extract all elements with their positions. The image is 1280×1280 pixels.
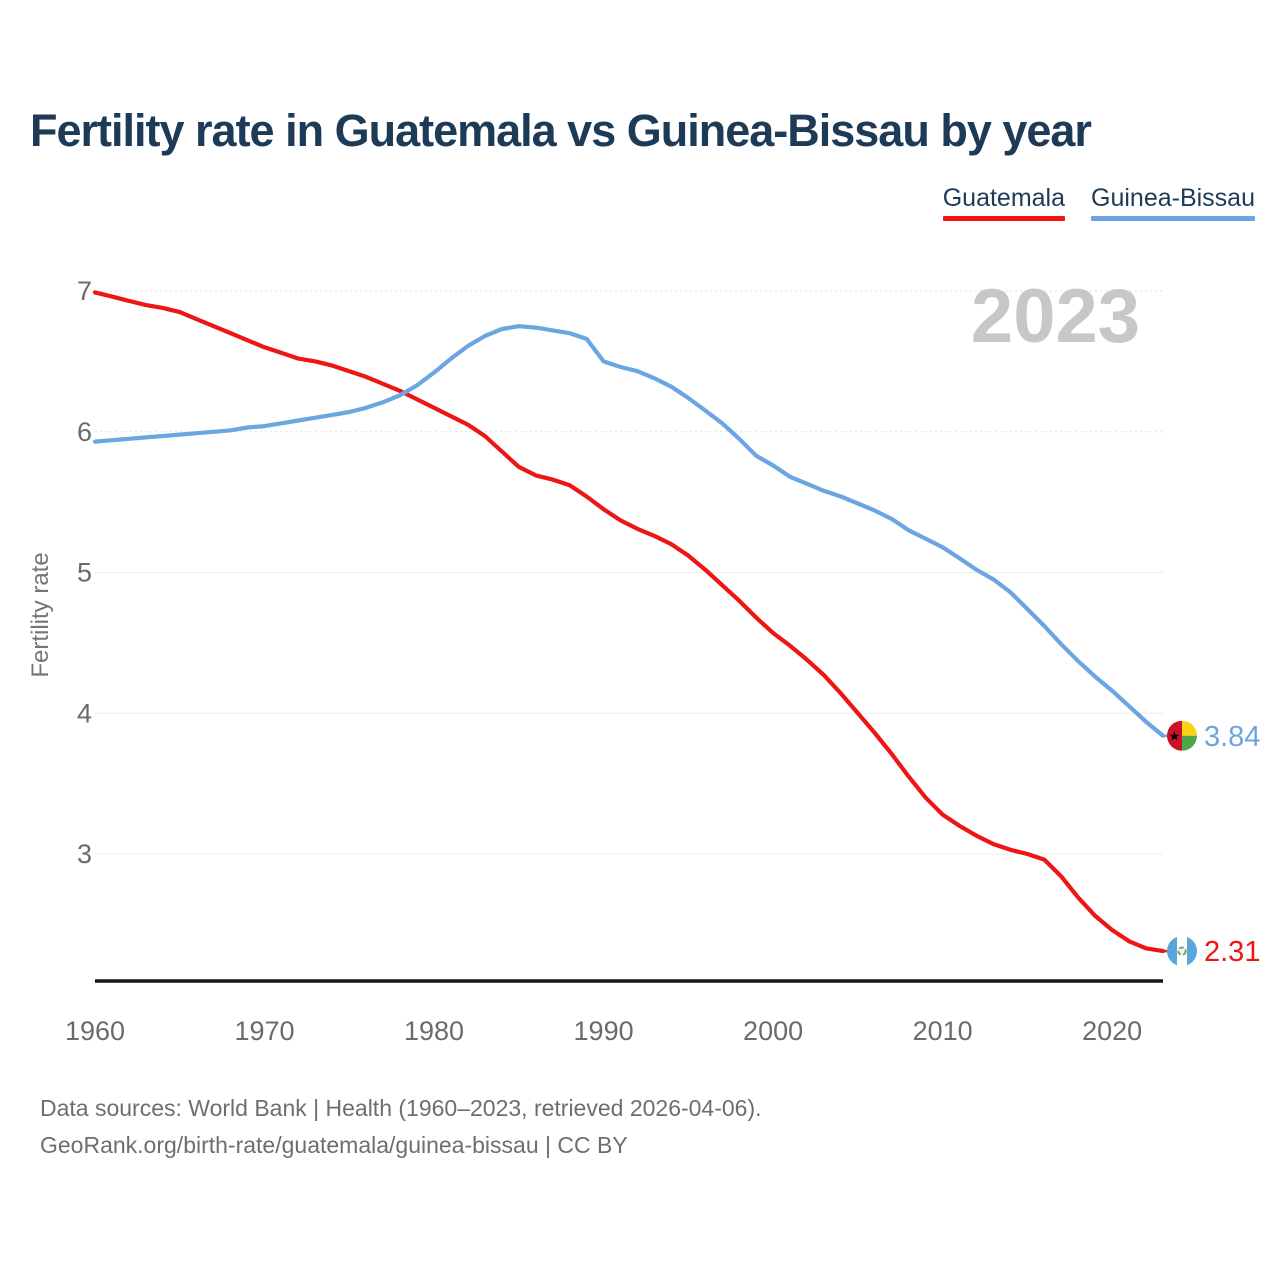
end-value-label-guinea-bissau: 3.84 [1204, 721, 1260, 753]
legend-item-guinea-bissau[interactable]: Guinea-Bissau [1091, 184, 1255, 221]
x-tick-label-1980: 1980 [404, 1016, 464, 1046]
x-tick-label-1960: 1960 [65, 1016, 125, 1046]
legend-label-guatemala: Guatemala [942, 184, 1066, 212]
legend-swatch-guatemala [942, 216, 1066, 221]
legend-swatch-guinea-bissau [1091, 216, 1255, 221]
y-tick-label-4: 4 [77, 698, 92, 728]
y-tick-label-3: 3 [77, 839, 92, 869]
x-tick-label-1990: 1990 [574, 1016, 634, 1046]
series-line-guatemala[interactable] [92, 290, 1166, 954]
footer-attribution: GeoRank.org/birth-rate/guatemala/guinea-… [40, 1132, 628, 1158]
flag-star: ★ [1169, 728, 1181, 743]
page-title: Fertility rate in Guatemala vs Guinea-Bi… [30, 105, 1092, 156]
y-tick-label-6: 6 [77, 417, 92, 447]
series-line-guinea-bissau[interactable] [92, 324, 1166, 738]
x-tick-label-2010: 2010 [913, 1016, 973, 1046]
guatemala-flag-icon [1167, 936, 1197, 967]
legend-label-guinea-bissau: Guinea-Bissau [1091, 184, 1255, 212]
guinea-bissau-flag-icon: ★ [1167, 720, 1197, 751]
legend: Guatemala Guinea-Bissau [942, 184, 1255, 221]
watermark-year: 2023 [971, 274, 1140, 359]
x-tick-label-1970: 1970 [234, 1016, 294, 1046]
flag-wreath [1177, 946, 1187, 956]
end-value-label-guatemala: 2.31 [1204, 936, 1260, 968]
y-tick-label-5: 5 [77, 558, 92, 588]
footer-data-sources: Data sources: World Bank | Health (1960–… [40, 1095, 762, 1121]
legend-item-guatemala[interactable]: Guatemala [942, 184, 1066, 221]
x-tick-label-2020: 2020 [1082, 1016, 1142, 1046]
x-tick-label-2000: 2000 [743, 1016, 803, 1046]
y-axis-title: Fertility rate [27, 552, 54, 677]
y-tick-label-7: 7 [77, 276, 92, 306]
footer: Data sources: World Bank | Health (1960–… [40, 1090, 762, 1164]
